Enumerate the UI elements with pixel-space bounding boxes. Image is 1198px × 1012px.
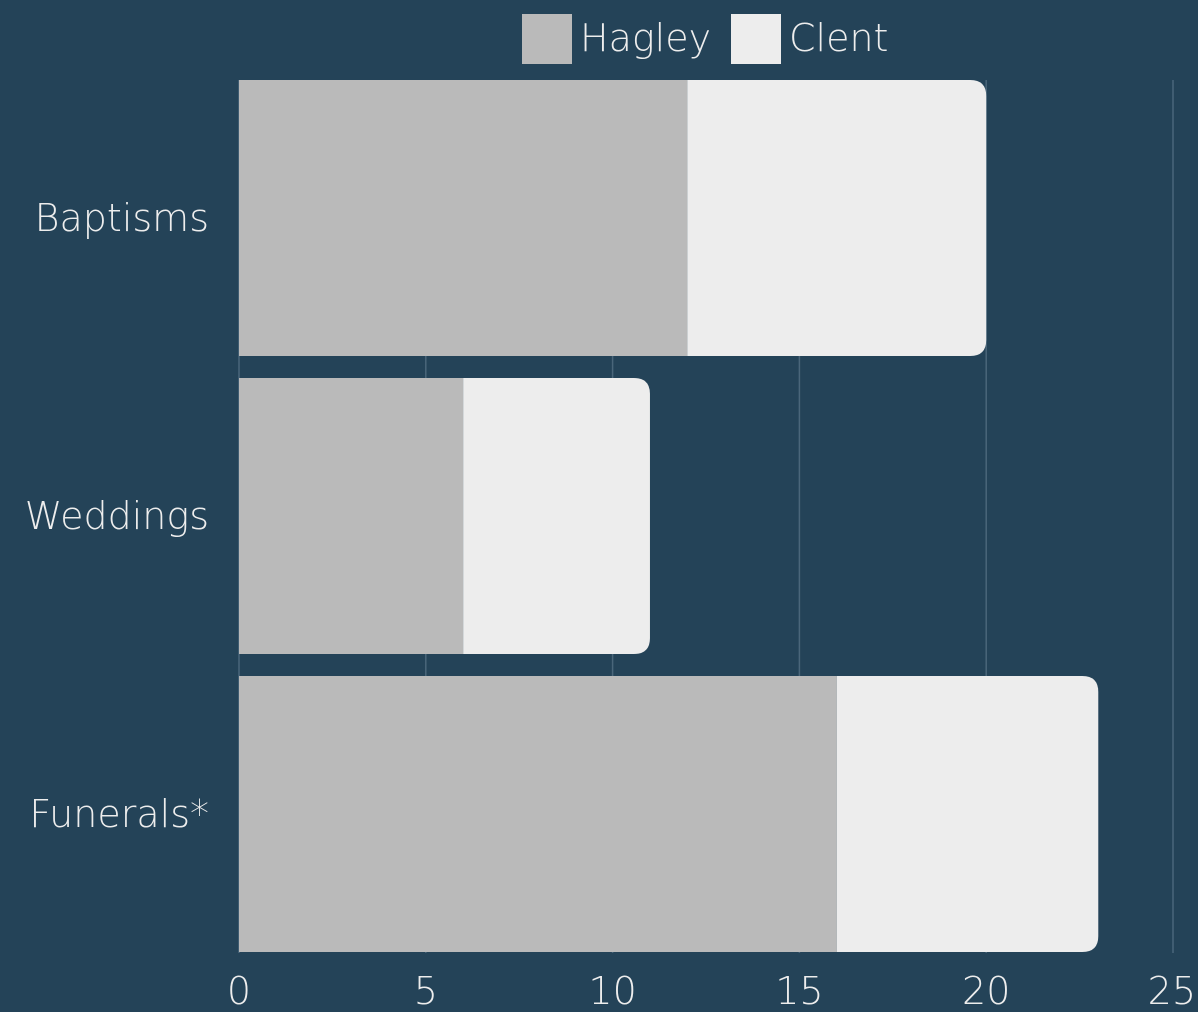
legend-swatch-clent (731, 14, 781, 64)
category-label-1: Weddings (25, 494, 209, 538)
bar-hagley-2 (239, 676, 837, 952)
category-labels: Baptisms Weddings Funerals* (25, 196, 209, 836)
bars (239, 80, 1099, 952)
x-tick-label-1: 5 (414, 969, 438, 1012)
x-axis-ticks: 0 5 10 15 20 25 (227, 969, 1196, 1012)
category-label-0: Baptisms (35, 196, 209, 240)
legend: Hagley Clent (522, 14, 888, 64)
legend-label-hagley: Hagley (580, 16, 711, 60)
bar-clent-1 (463, 378, 650, 654)
x-tick-label-5: 25 (1148, 969, 1196, 1012)
legend-swatch-hagley (522, 14, 572, 64)
bar-hagley-1 (239, 378, 464, 654)
bar-clent-0 (687, 80, 987, 356)
category-label-2: Funerals* (29, 792, 209, 836)
legend-label-clent: Clent (789, 16, 888, 60)
bar-clent-2 (836, 676, 1099, 952)
x-tick-label-0: 0 (227, 969, 251, 1012)
bar-hagley-0 (239, 80, 688, 356)
x-tick-label-2: 10 (588, 969, 636, 1012)
x-tick-label-3: 15 (775, 969, 823, 1012)
x-tick-label-4: 20 (962, 969, 1010, 1012)
